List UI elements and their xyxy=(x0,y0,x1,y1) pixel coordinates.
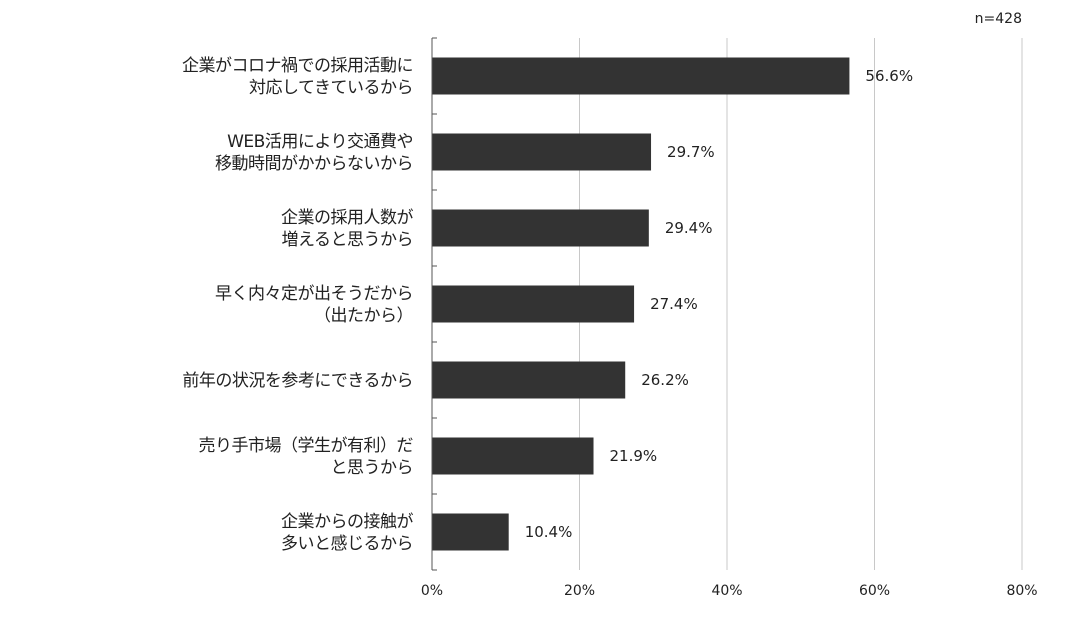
category-label: 早く内々定が出そうだから（出たから） xyxy=(215,284,413,326)
bar xyxy=(432,209,649,247)
value-label: 10.4% xyxy=(525,523,573,541)
value-label: 29.4% xyxy=(665,219,713,237)
x-tick-label: 20% xyxy=(564,583,595,599)
bar xyxy=(432,437,594,475)
value-labels: 56.6% 29.7% 29.4% 27.4% 26.2% 21.9% 10.4% xyxy=(525,67,913,541)
x-tick-label: 0% xyxy=(421,583,443,599)
category-label: 前年の状況を参考にできるから xyxy=(182,371,413,391)
bar xyxy=(432,361,626,399)
x-tick-label: 60% xyxy=(859,583,890,599)
category-label: 売り手市場（学生が有利）だと思うから xyxy=(199,436,414,478)
value-label: 56.6% xyxy=(865,67,913,85)
category-labels: 企業がコロナ禍での採用活動に対応してきているから WEB活用により交通費や移動時間… xyxy=(182,56,414,554)
category-label: WEB活用により交通費や移動時間がかからないから xyxy=(215,132,413,174)
x-tick-label: 40% xyxy=(711,583,742,599)
value-label: 26.2% xyxy=(641,371,689,389)
bar xyxy=(432,57,850,95)
category-label: 企業の採用人数が増えると思うから xyxy=(281,208,413,250)
sample-size-note: n=428 xyxy=(975,11,1022,27)
category-label: 企業からの接触が多いと感じるから xyxy=(281,512,413,554)
bar xyxy=(432,285,635,323)
value-label: 29.7% xyxy=(667,143,715,161)
x-tick-label: 80% xyxy=(1006,583,1037,599)
bar xyxy=(432,513,509,551)
bars xyxy=(432,57,850,551)
gridlines xyxy=(579,38,1023,570)
value-label: 21.9% xyxy=(610,447,658,465)
value-label: 27.4% xyxy=(650,295,698,313)
y-axis xyxy=(431,37,437,571)
category-label: 企業がコロナ禍での採用活動に対応してきているから xyxy=(182,56,413,98)
x-tick-labels: 0% 20% 40% 60% 80% xyxy=(421,583,1038,599)
bar xyxy=(432,133,652,171)
